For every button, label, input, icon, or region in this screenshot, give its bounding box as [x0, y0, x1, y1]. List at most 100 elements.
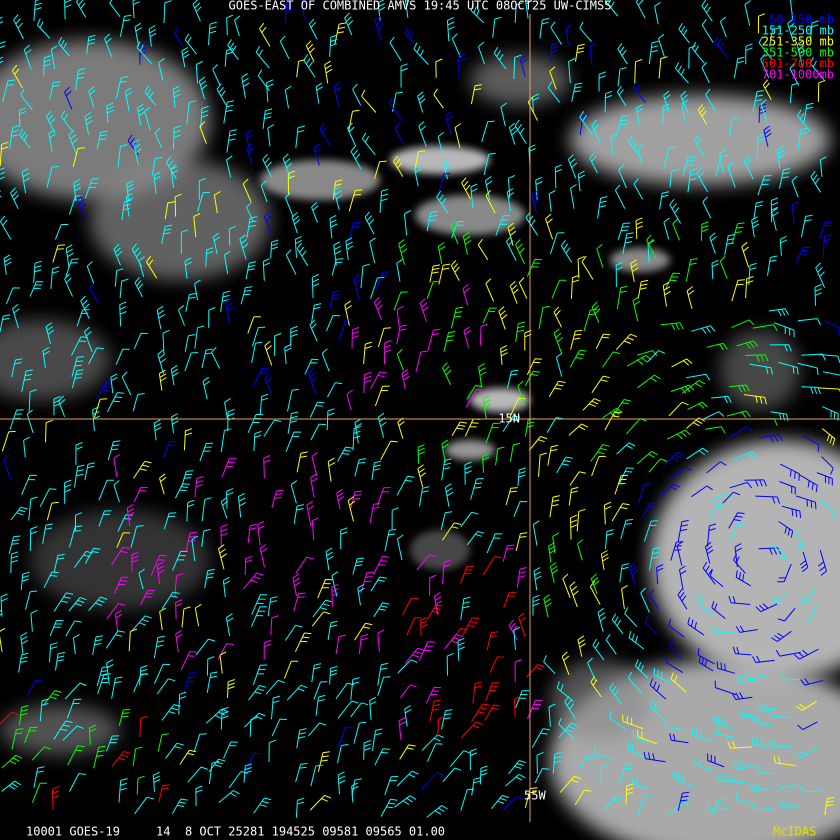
wind-barb: [24, 727, 38, 744]
wind-barb: [404, 647, 425, 664]
wind-barb: [771, 630, 792, 642]
wind-barb: [377, 412, 387, 438]
wind-barb: [348, 221, 361, 242]
wind-barb: [442, 362, 452, 385]
wind-barb: [326, 408, 335, 431]
wind-barb: [421, 734, 445, 751]
wind-barb: [543, 655, 556, 675]
wind-barb: [433, 88, 444, 109]
wind-barb: [174, 193, 182, 217]
wind-barb: [260, 180, 268, 203]
wind-barb: [810, 20, 819, 42]
wind-barb: [770, 197, 779, 223]
wind-barb: [646, 350, 666, 363]
wind-barb: [617, 67, 627, 87]
wind-barb: [797, 127, 808, 150]
wind-barb: [380, 440, 398, 461]
wind-barb: [752, 90, 764, 113]
wind-barb: [163, 512, 177, 530]
wind-barb: [180, 651, 197, 671]
wind-barb: [8, 535, 21, 554]
wind-barb: [164, 201, 175, 220]
wind-barb: [745, 276, 754, 299]
wind-barb: [484, 704, 501, 721]
wind-barb: [42, 523, 53, 544]
wind-barb: [694, 756, 715, 773]
wind-barb: [776, 782, 799, 790]
wind-barb: [71, 369, 84, 389]
wind-barb: [485, 189, 496, 214]
wind-barb: [719, 256, 728, 279]
wind-barb: [31, 746, 52, 761]
wind-barb: [11, 64, 23, 89]
wind-barb: [220, 290, 231, 312]
wind-barb: [303, 54, 316, 78]
wind-barb: [113, 480, 120, 503]
longitude-label: 55W: [524, 789, 546, 803]
wind-barb: [247, 413, 264, 433]
wind-barb: [416, 554, 437, 571]
wind-barb: [221, 457, 237, 478]
wind-barb: [317, 751, 330, 772]
wind-barb: [508, 619, 518, 640]
wind-barb: [224, 297, 234, 323]
wind-barb: [184, 352, 199, 372]
wind-barb: [136, 103, 146, 126]
wind-barb: [397, 659, 418, 674]
wind-barb: [547, 444, 559, 466]
wind-barb: [313, 143, 322, 166]
wind-barb: [163, 0, 172, 24]
wind-barb: [814, 284, 822, 306]
wind-barb: [710, 492, 732, 502]
wind-barb: [220, 428, 232, 453]
wind-barb: [375, 271, 390, 290]
wind-barb: [259, 393, 269, 415]
wind-barb: [305, 40, 315, 63]
wind-barb: [637, 279, 649, 299]
wind-barb: [728, 775, 749, 783]
wind-barb: [668, 401, 689, 417]
wind-barb: [130, 615, 152, 632]
wind-barb: [1, 780, 21, 792]
wind-barb: [763, 125, 772, 147]
wind-barb: [310, 764, 323, 787]
wind-barb: [287, 411, 299, 434]
wind-barb: [675, 62, 689, 84]
wind-barb: [458, 53, 466, 78]
wind-barb: [296, 451, 308, 473]
wind-barb: [789, 82, 799, 104]
wind-barb: [815, 262, 826, 288]
wind-barb: [106, 102, 114, 123]
wind-barb: [797, 318, 821, 326]
wind-barb: [648, 40, 659, 65]
wind-barb: [371, 728, 383, 751]
wind-barb: [198, 177, 206, 200]
wind-barb: [134, 22, 142, 47]
wind-barb: [751, 737, 773, 749]
wind-barb: [72, 634, 80, 654]
wind-barb: [220, 497, 229, 519]
wind-barb: [84, 112, 93, 135]
wind-barb: [243, 763, 253, 783]
wind-barb: [220, 706, 229, 730]
wind-barb: [635, 217, 643, 239]
wind-barb: [396, 770, 419, 787]
wind-barb: [107, 440, 121, 461]
wind-barb: [665, 655, 684, 674]
wind-barb: [201, 497, 212, 522]
wind-barb: [321, 348, 330, 372]
wind-barb: [296, 728, 307, 749]
wind-barb: [284, 85, 292, 109]
wind-barb: [361, 89, 377, 113]
wind-barb: [660, 322, 684, 331]
wind-barb: [247, 316, 261, 334]
wind-barb: [64, 479, 72, 504]
wind-barb: [649, 589, 660, 610]
wind-barb: [0, 593, 8, 617]
wind-barb: [106, 392, 125, 413]
wind-barb: [769, 544, 786, 562]
wind-barb: [617, 42, 628, 65]
wind-barb: [106, 603, 126, 620]
wind-barb: [602, 407, 623, 419]
wind-barb: [251, 606, 268, 627]
